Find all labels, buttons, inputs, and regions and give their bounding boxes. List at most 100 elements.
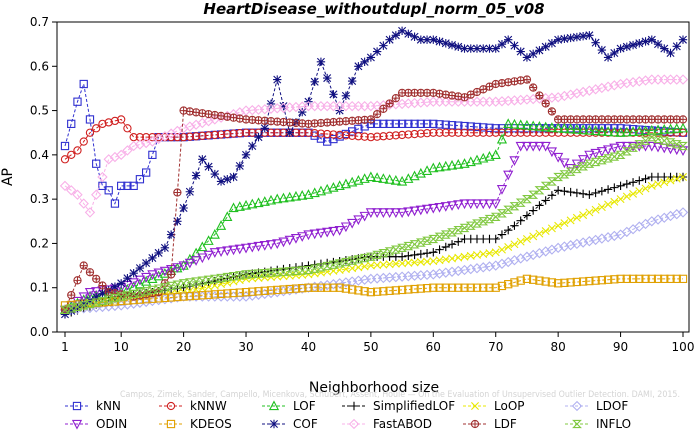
data-point — [79, 261, 88, 270]
data-point — [591, 188, 600, 198]
data-point — [198, 284, 207, 293]
data-point — [522, 53, 532, 62]
data-point — [222, 272, 233, 282]
data-point — [72, 302, 83, 312]
data-point — [134, 139, 146, 150]
data-point — [78, 301, 89, 310]
data-point — [323, 283, 332, 292]
data-point — [447, 128, 457, 137]
data-point — [529, 128, 538, 137]
data-point — [284, 235, 295, 246]
data-point — [554, 279, 563, 288]
data-point — [547, 224, 556, 233]
data-point — [653, 39, 663, 49]
data-point — [398, 259, 407, 268]
data-point — [391, 286, 400, 295]
legend-label: kNNW — [190, 399, 227, 413]
data-point — [521, 251, 533, 262]
data-point — [260, 124, 269, 133]
data-point — [122, 291, 133, 300]
data-point — [122, 145, 133, 156]
data-point — [234, 244, 245, 255]
data-point — [184, 278, 195, 287]
data-point — [553, 186, 563, 195]
data-point — [472, 122, 482, 132]
data-point — [547, 278, 557, 287]
data-point — [577, 86, 589, 98]
data-point — [241, 128, 251, 137]
data-point — [372, 287, 382, 296]
data-point — [547, 39, 557, 48]
data-point — [216, 130, 226, 139]
data-point — [140, 137, 152, 149]
data-point — [416, 119, 425, 129]
data-point — [578, 31, 588, 41]
data-point — [472, 128, 482, 137]
data-point — [496, 133, 508, 144]
data-point — [379, 260, 388, 269]
data-point — [340, 178, 352, 189]
data-point — [309, 229, 320, 240]
legend-item-kdeos: KDEOS — [159, 417, 232, 431]
data-point — [354, 286, 363, 295]
data-point — [91, 298, 102, 307]
data-point — [228, 272, 239, 281]
data-point — [204, 131, 213, 140]
legend-swatch-marker — [166, 419, 176, 429]
data-point — [552, 92, 564, 103]
data-point — [322, 261, 333, 271]
data-point — [429, 283, 438, 292]
y-tick-label: 0.0 — [30, 325, 49, 339]
data-point — [272, 268, 283, 277]
legend-item-knn: kNN — [65, 399, 121, 413]
data-point — [429, 128, 438, 137]
data-point — [515, 141, 526, 152]
data-point — [123, 181, 132, 191]
data-point — [159, 266, 170, 277]
data-point — [396, 175, 408, 186]
data-point — [116, 149, 127, 161]
data-point — [310, 77, 319, 86]
data-point — [510, 278, 519, 287]
data-point — [416, 284, 425, 293]
data-point — [297, 232, 308, 242]
data-point — [335, 130, 344, 140]
data-point — [647, 181, 656, 190]
data-point — [460, 128, 469, 137]
data-point — [522, 235, 531, 243]
legend-swatch-marker — [571, 400, 583, 412]
data-point — [316, 283, 326, 292]
x-tick-label: 60 — [426, 340, 441, 354]
data-point — [379, 132, 388, 141]
data-point — [465, 221, 476, 230]
data-point — [559, 90, 570, 102]
data-point — [354, 132, 363, 141]
data-point — [223, 129, 232, 139]
data-point — [266, 266, 276, 276]
data-point — [641, 174, 650, 183]
data-point — [479, 128, 488, 137]
data-point — [672, 42, 681, 51]
data-point — [128, 289, 139, 299]
data-point — [160, 243, 170, 253]
data-point — [410, 119, 419, 129]
data-point — [522, 75, 532, 84]
data-point — [529, 275, 538, 284]
legend-item-loop: LoOP — [463, 399, 525, 413]
data-point — [466, 283, 475, 292]
data-point — [173, 292, 182, 302]
y-axis: 0.0 0.1 0.2 0.3 0.4 0.5 0.6 0.7 — [30, 15, 57, 339]
data-point — [366, 287, 376, 297]
data-point — [129, 181, 138, 191]
data-point — [610, 183, 619, 192]
data-point — [534, 186, 545, 195]
data-point — [528, 249, 539, 261]
data-point — [60, 141, 70, 151]
data-point — [546, 147, 558, 158]
data-point — [385, 131, 394, 140]
data-point — [309, 187, 320, 198]
data-point — [92, 159, 101, 168]
data-point — [203, 116, 214, 127]
data-point — [341, 284, 351, 293]
data-point — [416, 258, 425, 267]
